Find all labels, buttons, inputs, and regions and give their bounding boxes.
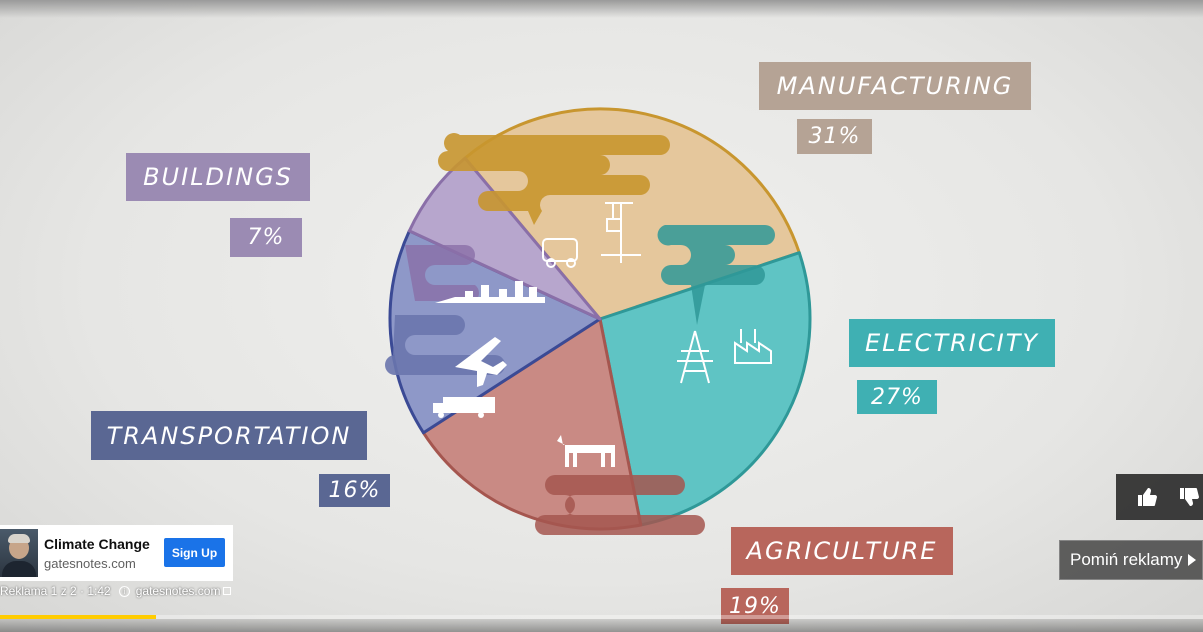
progress-fill <box>0 615 157 619</box>
advertiser-avatar <box>0 529 38 577</box>
pie-slice-electricity <box>598 251 812 527</box>
cow-icon <box>557 435 615 467</box>
truck-icon <box>433 397 495 418</box>
external-link-icon[interactable] <box>223 587 232 595</box>
ad-domain[interactable]: gatesnotes.com <box>44 555 136 571</box>
label-agriculture: AGRICULTURE <box>731 527 953 575</box>
info-icon[interactable]: i <box>118 585 130 597</box>
ad-card[interactable]: Climate Change gatesnotes.com Sign Up <box>0 525 233 581</box>
manufacturing-smoke <box>438 133 670 225</box>
label-buildings: BUILDINGS <box>126 153 310 201</box>
electricity-smoke <box>657 225 775 325</box>
pct-electricity: 27% <box>857 380 937 414</box>
ad-meta: Reklama 1 z 2 · 1:42 i gatesnotes.com <box>0 584 232 598</box>
skip-arrow-icon <box>1188 554 1197 566</box>
skip-ads-button[interactable]: Pomiń reklamy <box>1059 540 1203 580</box>
top-shade <box>0 0 1203 18</box>
mixer-truck-icon <box>542 238 578 268</box>
sign-up-button[interactable]: Sign Up <box>164 538 225 567</box>
skip-ads-label: Pomiń reklamy <box>1070 550 1183 569</box>
ad-counter: Reklama 1 z 2 · 1:42 <box>0 584 111 598</box>
skyline-icon <box>435 281 545 303</box>
airplane-icon <box>455 337 507 387</box>
power-tower-icon <box>677 330 713 384</box>
pct-buildings: 7% <box>230 218 302 257</box>
label-transportation: TRANSPORTATION <box>91 411 367 460</box>
factory-icon <box>734 329 772 364</box>
progress-bar[interactable] <box>0 615 1203 619</box>
pct-agriculture: 19% <box>721 588 789 624</box>
pct-manufacturing: 31% <box>797 119 872 154</box>
pie-slice-transportation <box>388 229 602 435</box>
ad-link[interactable]: gatesnotes.com <box>135 584 221 598</box>
crane-icon <box>601 202 641 263</box>
thumbs-down-icon[interactable] <box>1178 486 1200 508</box>
agriculture-smoke <box>535 475 705 535</box>
emissions-pie-chart <box>385 107 812 535</box>
buildings-smoke <box>405 245 479 301</box>
label-electricity: ELECTRICITY <box>849 319 1055 367</box>
ad-title[interactable]: Climate Change <box>44 535 150 552</box>
label-manufacturing: MANUFACTURING <box>759 62 1031 110</box>
pct-transportation: 16% <box>319 474 390 507</box>
player-controls[interactable] <box>0 619 1203 632</box>
ad-rating-box <box>1116 474 1203 520</box>
thumbs-up-icon[interactable] <box>1136 486 1158 508</box>
